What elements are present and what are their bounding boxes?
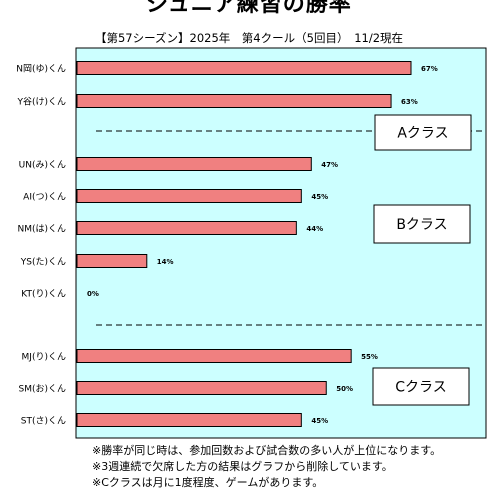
category-label: NM(は)くん (17, 224, 66, 235)
bar-value-label: 44% (306, 225, 323, 233)
category-label: KT(り)くん (21, 289, 66, 300)
class-label: Bクラス (396, 217, 447, 233)
bar-value-label: 45% (311, 417, 328, 425)
category-label: MJ(り)くん (22, 352, 66, 363)
category-label: SM(お)くん (18, 384, 66, 395)
bar-value-label: 47% (321, 161, 338, 169)
bar (76, 221, 297, 235)
category-label: UN(み)くん (19, 160, 66, 171)
bar-value-label: 0% (87, 290, 99, 298)
bar-value-label: 67% (421, 65, 438, 73)
bar (76, 254, 148, 268)
bar-value-label: 45% (311, 193, 328, 201)
bar (76, 413, 302, 427)
class-label-box (372, 367, 470, 406)
chart-notes: ※勝率が同じ時は、参加回数および試合数の多い人が上位になります。 ※3週連続で欠… (92, 443, 441, 491)
category-label: ST(さ)くん (21, 416, 66, 427)
bar (76, 349, 352, 363)
bar-value-label: 55% (361, 353, 378, 361)
bar-value-label: 50% (336, 385, 353, 393)
class-label-box (373, 204, 471, 244)
note-line: ※3週連続で欠席した方の結果はグラフから削除しています。 (92, 460, 393, 473)
note-line: ※Cクラスは月に1度程度、ゲームがあります。 (92, 476, 324, 489)
chart-title: ジュニア練習の勝率 (146, 0, 352, 17)
bar-value-label: 14% (157, 258, 174, 266)
bar (76, 61, 412, 75)
bar-chart: 67% N岡(ゆ)くん 63% Y谷(け)くん 47% UN(み)くん 45% AI(つ)くん… (16, 47, 487, 439)
chart-subtitle: 【第57シーズン】2025年 第4クール（5回目） 11/2現在 (94, 31, 404, 45)
category-label: YS(た)くん (20, 257, 66, 268)
category-label: N岡(ゆ)くん (16, 64, 66, 75)
category-label: Y谷(け)くん (16, 97, 66, 108)
note-line: ※勝率が同じ時は、参加回数および試合数の多い人が上位になります。 (92, 444, 442, 457)
bar (76, 157, 312, 171)
class-label: Cクラス (395, 380, 447, 396)
category-label: AI(つ)くん (23, 192, 66, 203)
class-label-box (374, 114, 472, 151)
bar-value-label: 63% (401, 98, 418, 106)
class-label: Aクラス (397, 126, 448, 142)
bar (76, 94, 392, 108)
bar (76, 381, 327, 395)
bar (76, 189, 302, 203)
